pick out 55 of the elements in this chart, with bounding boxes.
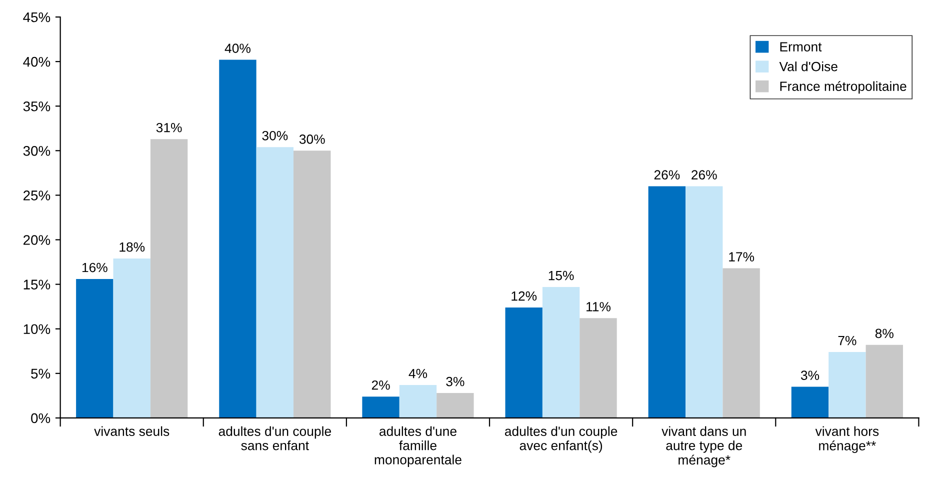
x-tick-label: vivants seuls: [94, 426, 170, 436]
bar: [219, 60, 256, 418]
bar: [294, 150, 331, 418]
bar: [791, 386, 829, 418]
data-label: 15%: [548, 270, 574, 280]
bar: [256, 147, 294, 418]
data-label: 26%: [692, 170, 717, 180]
data-label: 7%: [838, 336, 856, 346]
legend-label: Ermont: [780, 42, 822, 52]
x-tick-label: adultes d'une famille monoparentale: [374, 426, 462, 468]
bar: [580, 318, 617, 418]
x-tick-label: vivant hors ménage**: [815, 426, 879, 453]
data-label: 3%: [446, 376, 464, 386]
bar: [150, 139, 188, 418]
data-label: 18%: [120, 242, 145, 252]
y-tick-label: 30%: [23, 146, 50, 156]
bar: [722, 268, 760, 418]
bar: [686, 186, 723, 418]
x-tick-label: adultes d'un couple avec enfant(s): [504, 426, 618, 453]
data-label: 31%: [156, 122, 182, 132]
y-tick-label: 10%: [24, 324, 50, 334]
data-label: 3%: [800, 370, 820, 380]
bar: [362, 396, 400, 418]
data-label: 16%: [82, 262, 108, 272]
data-label: 4%: [408, 368, 428, 378]
y-tick-label: 5%: [31, 368, 50, 379]
bar: [828, 352, 866, 418]
x-tick-label: vivant dans un autre type de ménage*: [662, 426, 746, 468]
y-tick-label: 45%: [23, 12, 50, 22]
data-label: 12%: [512, 291, 537, 301]
data-label: 26%: [654, 170, 680, 180]
data-label: 30%: [299, 134, 325, 144]
y-tick-label: 25%: [24, 190, 50, 200]
bar: [866, 344, 903, 418]
legend-label: Val d'Oise: [779, 62, 838, 72]
y-tick-label: 40%: [23, 56, 50, 67]
data-label: 30%: [262, 130, 288, 140]
x-tick-label: adultes d'un couple sans enfant: [218, 426, 331, 450]
bar: [113, 258, 150, 418]
data-label: 2%: [372, 380, 390, 390]
data-label: 40%: [224, 44, 250, 54]
y-tick-label: 35%: [23, 101, 50, 112]
y-tick-label: 20%: [24, 235, 50, 245]
y-tick-label: 0%: [31, 413, 50, 424]
bar: [648, 186, 686, 418]
data-label: 17%: [729, 252, 754, 262]
bar: [76, 278, 114, 418]
bar: [399, 384, 437, 418]
legend-label: France métropolitaine: [780, 81, 906, 94]
bar: [542, 286, 580, 418]
data-label: 11%: [586, 302, 610, 312]
bar: [505, 307, 542, 418]
bar: [436, 393, 474, 418]
y-tick-label: 15%: [24, 280, 50, 290]
data-label: 8%: [875, 328, 894, 338]
